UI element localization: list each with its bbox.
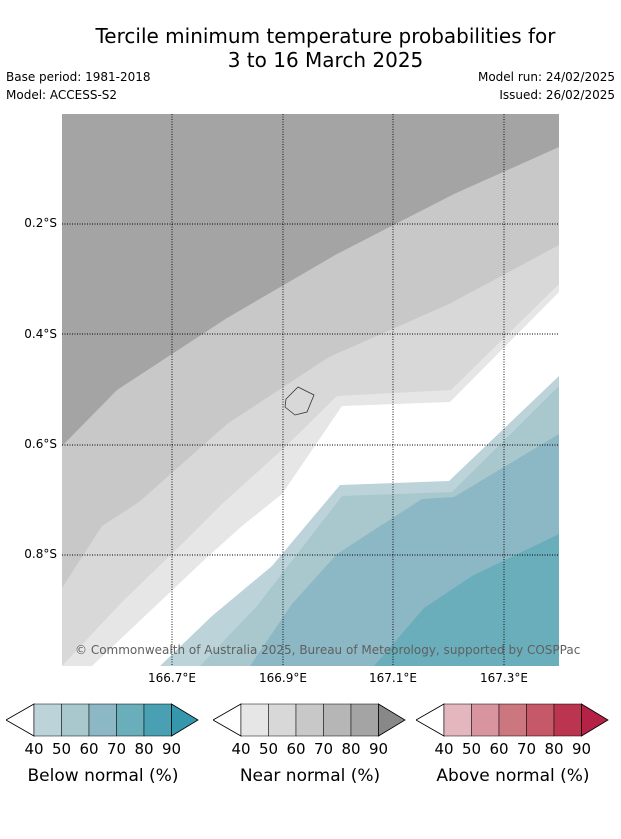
- legend-above-normal: 40 50 60 70 80 90 Above normal (%): [416, 702, 610, 786]
- issued-date: Issued: 26/02/2025: [499, 88, 615, 102]
- colorbar-near-normal-min-arrow: [213, 703, 242, 737]
- meta-left: Base period: 1981-2018 Model: ACCESS-S2: [6, 68, 151, 104]
- legend-near-normal-title: Near normal (%): [239, 766, 381, 786]
- colorbar-above-normal-max-arrow: [581, 703, 609, 737]
- colorbar-near-normal-bin-4: [323, 703, 352, 737]
- tick-label: 50: [461, 740, 482, 758]
- title-line-1: Tercile minimum temperature probabilitie…: [95, 24, 556, 48]
- tick-label: 60: [79, 740, 99, 758]
- colorbar-above-normal-bin-5: [553, 703, 582, 737]
- colorbar-near-normal-bin-5: [350, 703, 379, 737]
- colorbar-below-normal: [6, 703, 199, 737]
- tick-label: 80: [544, 740, 564, 758]
- tick-label: 70: [106, 740, 127, 758]
- colorbar-below-normal-min-arrow: [6, 703, 35, 737]
- tick-label: 60: [489, 740, 509, 758]
- below-normal-70-region: [374, 534, 559, 666]
- title-line-2: 3 to 16 March 2025: [227, 48, 424, 72]
- lon-label-2: 166.9°E: [259, 671, 307, 685]
- tick-label: 50: [258, 740, 279, 758]
- tick-label: 50: [51, 740, 72, 758]
- colorbar-below-normal-ticks: 40 50 60 70 80 90: [6, 740, 200, 758]
- colorbar-above-normal-bin-2: [471, 703, 500, 737]
- lon-label-1: 166.7°E: [148, 671, 196, 685]
- tick-label: 80: [341, 740, 361, 758]
- tick-label: 90: [161, 740, 182, 758]
- tick-label: 40: [24, 740, 44, 758]
- colorbar-below-normal-max-arrow: [171, 703, 199, 737]
- colorbar-above-normal-ticks: 40 50 60 70 80 90: [416, 740, 610, 758]
- lon-label-3: 167.1°E: [369, 671, 417, 685]
- island-outline: [284, 386, 315, 416]
- lat-label-1: 0.2°S: [24, 216, 57, 230]
- colorbar-near-normal-bin-3: [295, 703, 324, 737]
- map-panel[interactable]: [62, 114, 559, 666]
- legend-below-normal: 40 50 60 70 80 90 Below normal (%): [6, 702, 200, 786]
- base-period: Base period: 1981-2018: [6, 70, 151, 84]
- colorbar-below-normal-bin-1: [33, 703, 62, 737]
- gridlines: [62, 114, 559, 666]
- tick-label: 70: [516, 740, 537, 758]
- lat-label-3: 0.6°S: [24, 437, 57, 451]
- tick-label: 70: [313, 740, 334, 758]
- colorbar-below-normal-bin-4: [116, 703, 145, 737]
- colorbar-below-normal-bin-2: [61, 703, 90, 737]
- colorbar-near-normal-max-arrow: [378, 703, 406, 737]
- legend-near-normal: 40 50 60 70 80 90 Near normal (%): [213, 702, 407, 786]
- chart-title: Tercile minimum temperature probabilitie…: [0, 24, 621, 72]
- legend-above-normal-title: Above normal (%): [436, 766, 590, 786]
- tick-label: 40: [434, 740, 454, 758]
- colorbar-below-normal-bin-5: [143, 703, 172, 737]
- model-name: Model: ACCESS-S2: [6, 88, 118, 102]
- model-run: Model run: 24/02/2025: [477, 70, 615, 84]
- map-svg: [62, 114, 559, 666]
- lat-label-4: 0.8°S: [24, 547, 57, 561]
- copyright-notice: © Commonwealth of Australia 2025, Bureau…: [75, 643, 581, 657]
- meta-right: Model run: 24/02/2025 Issued: 26/02/2025: [478, 68, 615, 104]
- colorbar-near-normal-bin-2: [268, 703, 297, 737]
- colorbar-above-normal-bin-1: [443, 703, 472, 737]
- lat-label-2: 0.4°S: [24, 327, 57, 341]
- colorbar-above-normal-min-arrow: [416, 703, 445, 737]
- tick-label: 90: [571, 740, 592, 758]
- colorbar-near-normal-bin-1: [240, 703, 269, 737]
- tick-label: 40: [231, 740, 251, 758]
- colorbar-above-normal: [416, 703, 609, 737]
- colorbar-above-normal-bin-3: [498, 703, 527, 737]
- colorbar-near-normal: [213, 703, 406, 737]
- lon-label-4: 167.3°E: [480, 671, 528, 685]
- tick-label: 60: [286, 740, 306, 758]
- colorbar-above-normal-bin-4: [526, 703, 555, 737]
- colorbar-below-normal-bin-3: [88, 703, 117, 737]
- tick-label: 80: [134, 740, 154, 758]
- colorbar-near-normal-ticks: 40 50 60 70 80 90: [213, 740, 407, 758]
- tick-label: 90: [368, 740, 389, 758]
- legend-below-normal-title: Below normal (%): [27, 766, 179, 786]
